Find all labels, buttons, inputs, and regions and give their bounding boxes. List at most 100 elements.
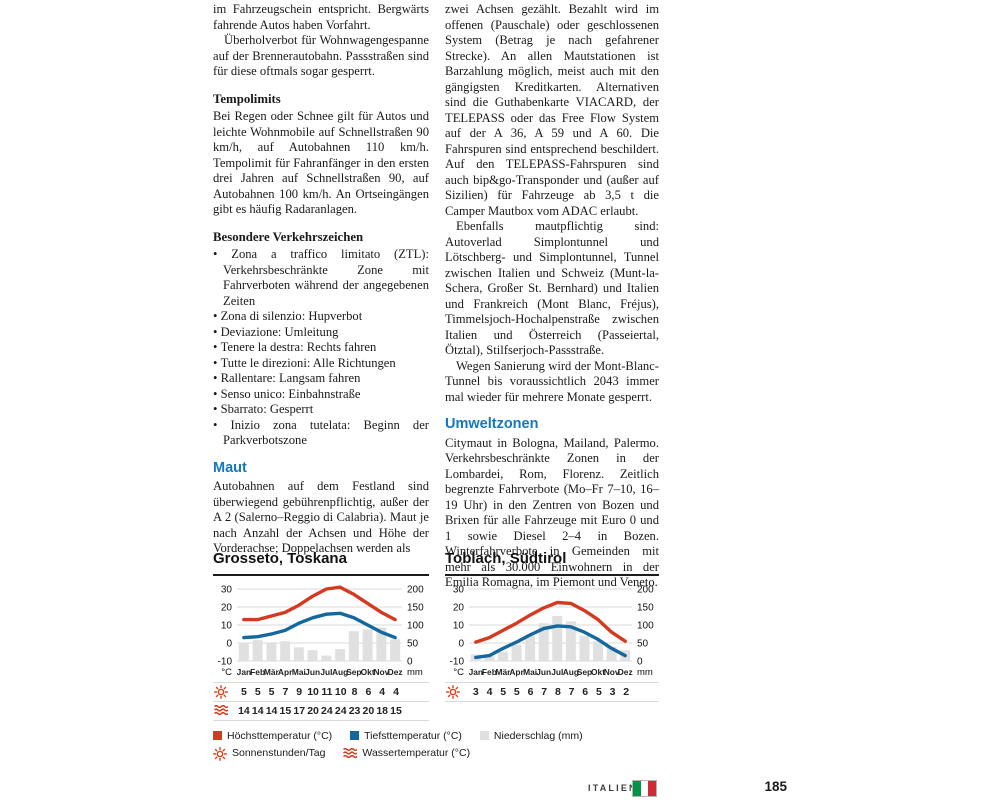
value-cell: 14 [265, 705, 278, 717]
svg-text:Feb: Feb [250, 667, 265, 677]
value-cell: 6 [365, 686, 372, 698]
blue-square-icon [350, 731, 360, 740]
legend-label: Tiefsttemperatur (°C) [364, 729, 462, 742]
chart-plot-area: 30 20 10 0 -10 200 150 100 50 0 Jan Feb Mär Apr Mai Jun… [213, 584, 429, 680]
traffic-sign-item: Inizio zona tutelata: Beginn der Parkver… [213, 418, 429, 449]
value-cell: 10 [334, 686, 347, 698]
value-cell: 3 [609, 686, 616, 698]
svg-text:Dez: Dez [388, 667, 403, 677]
body-paragraph: zwei Achsen gezählt. Bezahlt wird im off… [445, 2, 659, 218]
value-cell: 5 [595, 686, 602, 698]
value-cell: 10 [307, 686, 319, 698]
svg-text:-10: -10 [450, 657, 465, 668]
chart-value-row: 14 14 14 15 17 20 24 24 23 20 18 15 [213, 701, 429, 721]
legend-item-hoechsttemperatur: Höchsttemperatur (°C) [213, 730, 332, 742]
svg-text:Jul: Jul [320, 667, 332, 677]
flag-green-band [633, 781, 641, 796]
body-paragraph: Bei Regen oder Schnee gilt für Autos und… [213, 109, 429, 216]
value-cell: 4 [486, 686, 493, 698]
value-cell: 5 [500, 686, 507, 698]
svg-text:Mai: Mai [523, 667, 537, 677]
value-cell: 15 [390, 705, 402, 717]
value-cell: 11 [321, 686, 333, 698]
svg-text:mm: mm [637, 667, 653, 678]
value-cell: 4 [393, 686, 399, 698]
svg-text:20: 20 [221, 603, 233, 614]
legend-label: Höchsttemperatur (°C) [227, 729, 333, 742]
body-paragraph: Ebenfalls mautpflichtig sind: Autoverlad… [445, 219, 659, 357]
chart-extra-rows: 5 5 5 7 9 10 11 10 8 6 4 4 14 14 14 15 17 20 24 24 23 20 18 15 [213, 682, 429, 721]
value-cell: 5 [254, 686, 261, 698]
svg-text:Nov: Nov [373, 667, 389, 677]
value-cell: 14 [251, 705, 264, 717]
sun-icon [445, 684, 461, 700]
chart-title: Toblach, Südtirol [445, 550, 659, 576]
legend-label: Wassertemperatur (°C) [362, 746, 471, 759]
svg-text:20: 20 [453, 603, 465, 614]
svg-text:Aug: Aug [332, 667, 348, 677]
value-cell: 8 [351, 686, 358, 698]
flag-white-band [640, 781, 649, 796]
svg-text:200: 200 [407, 585, 424, 596]
traffic-sign-list: Zona a traffico limitato (ZTL): Verkehrs… [213, 247, 429, 449]
value-cell: 17 [293, 705, 306, 717]
value-cell: 5 [268, 686, 275, 698]
flag-red-band [648, 781, 657, 796]
value-cell: 20 [362, 705, 375, 717]
legend-label: Sonnenstunden/Tag [232, 746, 326, 759]
traffic-sign-item: Sbarrato: Gesperrt [213, 402, 429, 418]
value-cell: 15 [279, 705, 292, 717]
section-heading-umweltzonen: Umweltzonen [445, 416, 539, 432]
sun-icon [213, 684, 229, 700]
section-heading-maut: Maut [213, 459, 247, 476]
svg-text:200: 200 [637, 585, 654, 596]
value-cell: 5 [240, 686, 247, 698]
value-cell: 20 [307, 705, 319, 717]
chart-value-row: 5 5 5 7 9 10 11 10 8 6 4 4 [213, 682, 429, 701]
value-cell: 5 [513, 686, 520, 698]
svg-text:0: 0 [458, 639, 464, 650]
value-cell: 24 [321, 705, 333, 717]
body-paragraph: Überholverbot für Wohnwagengespanne auf … [213, 33, 429, 78]
legend-row: Höchsttemperatur (°C) Tiefsttemperatur (… [213, 727, 613, 744]
waves-icon [213, 704, 229, 718]
italy-flag-icon [632, 780, 657, 797]
section-heading-tempolimits: Tempolimits [213, 91, 281, 106]
svg-text:-10: -10 [218, 657, 233, 668]
svg-text:150: 150 [407, 603, 424, 614]
svg-text:Apr: Apr [509, 667, 524, 677]
traffic-sign-item: Tenere la destra: Rechts fahren [213, 340, 429, 356]
traffic-sign-item: Zona di silenzio: Hupverbot [213, 309, 429, 325]
svg-text:30: 30 [221, 585, 233, 596]
svg-text:Sep: Sep [577, 667, 592, 677]
red-square-icon [213, 731, 222, 740]
traffic-sign-item: Rallentare: Langsam fahren [213, 371, 429, 387]
gray-square-icon [479, 731, 489, 740]
legend-item-tiefsttemperatur: Tiefsttemperatur (°C) [350, 730, 462, 742]
section-heading-verkehrszeichen: Besondere Verkehrszeichen [213, 229, 364, 244]
value-cell: 7 [541, 686, 548, 698]
svg-text:50: 50 [637, 639, 649, 650]
value-cell: 7 [568, 686, 575, 698]
chart-title: Grosseto, Toskana [213, 550, 429, 576]
svg-text:Jan: Jan [469, 667, 483, 677]
svg-text:Jul: Jul [551, 667, 563, 677]
svg-text:mm: mm [407, 667, 423, 678]
legend-item-sonnenstunden: Sonnenstunden/Tag [212, 746, 326, 761]
traffic-sign-item: Senso unico: Einbahnstraße [213, 387, 429, 403]
text-column-right: zwei Achsen gezählt. Bezahlt wird im off… [445, 2, 659, 591]
body-paragraph: Citymaut in Bologna, Mailand, Palermo. V… [445, 435, 659, 590]
svg-text:Mär: Mär [264, 667, 280, 677]
svg-text:Jun: Jun [536, 667, 551, 677]
climate-chart-toblach: Toblach, Südtirol 30 20 10 0 -10 200 150 100 50 0… [445, 550, 659, 702]
svg-text:100: 100 [407, 621, 424, 632]
value-cell: 23 [348, 705, 361, 717]
svg-text:Nov: Nov [604, 667, 620, 677]
page-number: 185 [764, 779, 787, 794]
svg-text:50: 50 [407, 639, 419, 650]
chart-legend: Höchsttemperatur (°C) Tiefsttemperatur (… [212, 727, 613, 761]
value-cell: 7 [282, 686, 289, 698]
